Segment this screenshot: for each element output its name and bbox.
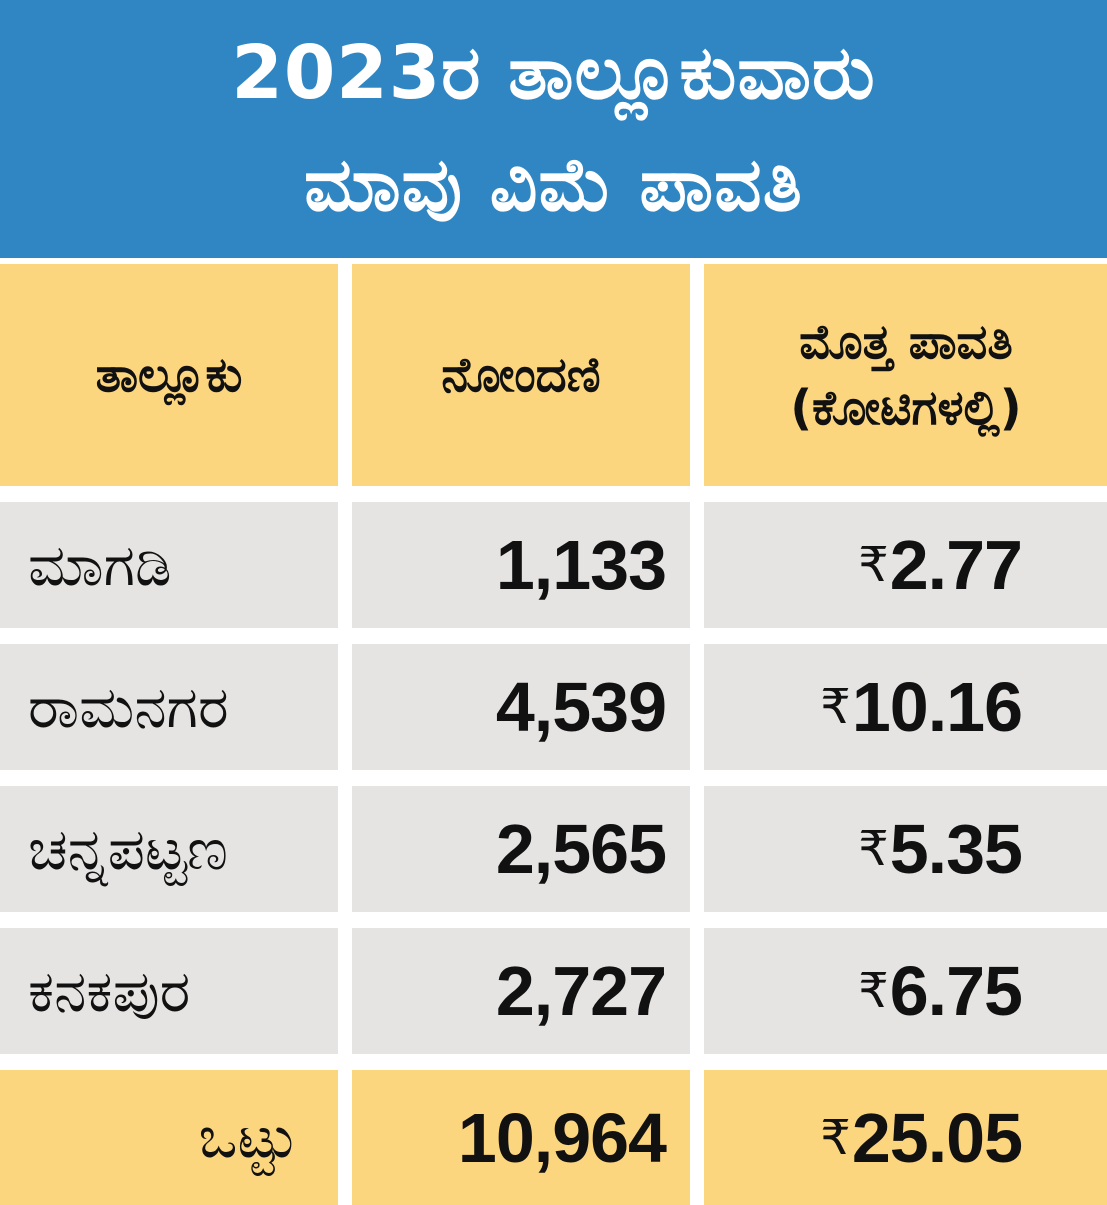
amount-value: 6.75 [889,952,1023,1030]
header-total-payment-line2: (ಕೋಟಿಗಳಲ್ಲಿ) [790,380,1022,436]
table-row-taluk: ಮಾಗಡಿ [0,502,338,628]
table-row-registration: 2,727 [352,928,690,1054]
total-amount-value: 25.05 [851,1098,1023,1177]
amount-value: 5.35 [889,810,1023,888]
total-registration: 10,964 [352,1070,690,1205]
header-registration-label: ನೋಂದಣಿ [441,347,601,403]
rupee-symbol: ₹ [820,679,851,735]
table-row-taluk: ಚನ್ನಪಟ್ಟಣ [0,786,338,912]
total-amount: ₹25.05 [704,1070,1107,1205]
table-row-registration: 2,565 [352,786,690,912]
table-row-amount: ₹6.75 [704,928,1107,1054]
table-row-amount: ₹5.35 [704,786,1107,912]
header-registration: ನೋಂದಣಿ [352,264,690,486]
header-total-payment-line1: ಮೊತ್ತ ಪಾವತಿ [799,314,1013,370]
table-row-taluk: ರಾಮನಗರ [0,644,338,770]
table-row-registration: 1,133 [352,502,690,628]
rupee-symbol: ₹ [820,1109,851,1166]
amount-value: 10.16 [851,668,1023,746]
header-taluk: ತಾಲ್ಲೂಕು [0,264,338,486]
rupee-symbol: ₹ [858,821,889,877]
title-banner: 2023ರ ತಾಲ್ಲೂಕುವಾರು ಮಾವು ವಿಮೆ ಪಾವತಿ [0,0,1107,258]
table-row-amount: ₹2.77 [704,502,1107,628]
table-row-registration: 4,539 [352,644,690,770]
total-label: ಒಟ್ಟು [0,1070,338,1205]
rupee-symbol: ₹ [858,537,889,593]
header-taluk-label: ತಾಲ್ಲೂಕು [95,347,243,403]
table-row-amount: ₹10.16 [704,644,1107,770]
table-row-taluk: ಕನಕಪುರ [0,928,338,1054]
header-total-payment: ಮೊತ್ತ ಪಾವತಿ (ಕೋಟಿಗಳಲ್ಲಿ) [704,264,1107,486]
insurance-table: ತಾಲ್ಲೂಕು ನೋಂದಣಿ ಮೊತ್ತ ಪಾವತಿ (ಕೋಟಿಗಳಲ್ಲಿ)… [0,264,1107,1205]
amount-value: 2.77 [889,526,1023,604]
title-line-1: 2023ರ ತಾಲ್ಲೂಕುವಾರು [231,30,876,116]
title-line-2: ಮಾವು ವಿಮೆ ಪಾವತಿ [304,142,803,228]
rupee-symbol: ₹ [858,963,889,1019]
